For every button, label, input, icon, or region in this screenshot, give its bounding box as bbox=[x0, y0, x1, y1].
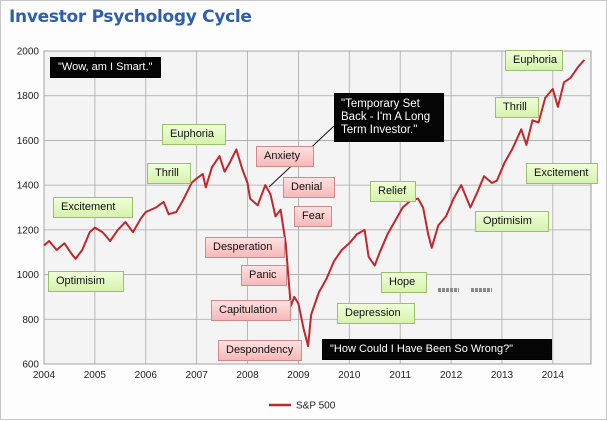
x-tick-label: 2011 bbox=[389, 370, 411, 381]
chart-title: Investor Psychology Cycle bbox=[9, 7, 252, 27]
x-tick-label: 2006 bbox=[135, 370, 158, 381]
y-tick-label: 1200 bbox=[17, 225, 40, 236]
annotation-excitement: Excitement bbox=[526, 163, 598, 184]
y-tick-label: 600 bbox=[22, 360, 39, 371]
y-tick-label: 1400 bbox=[17, 181, 40, 192]
annotation-capitulation: Capitulation bbox=[211, 300, 291, 321]
x-tick-label: 2004 bbox=[33, 370, 56, 381]
x-tick-label: 2007 bbox=[186, 370, 209, 381]
annotation-despondency: Despondency bbox=[218, 340, 302, 361]
annotation-thrill: Thrill bbox=[495, 97, 539, 118]
annotation-temporary-set-back-i-m-a-long-term-investor: "Temporary Set Back - I'm A Long Term In… bbox=[334, 93, 444, 142]
annotation-how-could-i-have-been-so-wrong: "How Could I Have Been So Wrong?" bbox=[322, 339, 552, 360]
annotation-hope: Hope bbox=[381, 272, 427, 293]
annotation-thrill: Thrill bbox=[147, 163, 191, 184]
y-tick-label: 800 bbox=[22, 315, 39, 326]
x-tick-label: 2005 bbox=[84, 370, 107, 381]
annotation-euphoria: Euphoria bbox=[162, 124, 226, 145]
x-tick-label: 2009 bbox=[287, 370, 310, 381]
series-line-sp500 bbox=[43, 59, 586, 348]
legend-label: S&P 500 bbox=[296, 401, 336, 412]
y-tick-label: 1600 bbox=[17, 136, 40, 147]
annotation-depression: Depression bbox=[337, 303, 415, 324]
annotation-desperation: Desperation bbox=[205, 237, 285, 258]
x-tick-label: 2012 bbox=[440, 370, 463, 381]
x-tick-label: 2008 bbox=[236, 370, 259, 381]
annotation-relief: Relief bbox=[370, 181, 416, 202]
annotation-optimisim: Optimisim bbox=[475, 211, 549, 232]
y-tick-label: 1000 bbox=[17, 270, 40, 281]
x-tick-label: 2014 bbox=[542, 370, 565, 381]
annotation-anxiety: Anxiety bbox=[256, 146, 314, 167]
annotation-wow-am-i-smart: "Wow, am I Smart." bbox=[50, 57, 161, 78]
annotation-panic: Panic bbox=[241, 265, 287, 286]
annotation-denial: Denial bbox=[283, 177, 335, 198]
annotation-euphoria: Euphoria bbox=[505, 50, 563, 71]
annotation-excitement: Excitement bbox=[53, 197, 133, 218]
y-tick-label: 1800 bbox=[17, 91, 40, 102]
x-tick-label: 2010 bbox=[338, 370, 361, 381]
x-tick-label: 2013 bbox=[491, 370, 514, 381]
y-tick-label: 2000 bbox=[17, 47, 40, 58]
annotation-fear: Fear bbox=[294, 206, 332, 227]
annotation-optimisim: Optimisim bbox=[48, 271, 124, 292]
